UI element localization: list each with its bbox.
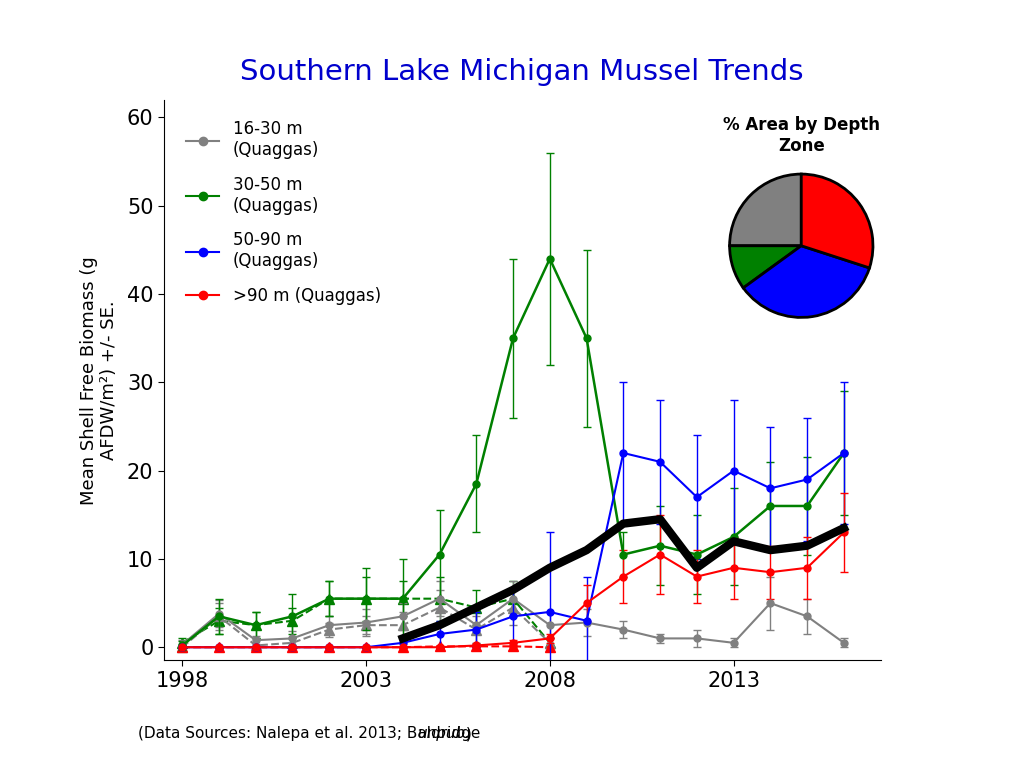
- Y-axis label: Mean Shell Free Biomass (g
AFDW/m²) +/- SE.: Mean Shell Free Biomass (g AFDW/m²) +/- …: [80, 256, 119, 505]
- Wedge shape: [729, 246, 801, 288]
- Wedge shape: [729, 174, 801, 246]
- Text: ): ): [466, 726, 472, 741]
- Title: Southern Lake Michigan Mussel Trends: Southern Lake Michigan Mussel Trends: [241, 58, 804, 86]
- Wedge shape: [801, 174, 872, 268]
- Wedge shape: [743, 246, 869, 317]
- Title: % Area by Depth
Zone: % Area by Depth Zone: [723, 116, 880, 154]
- Text: unpub.: unpub.: [417, 726, 470, 741]
- Legend: 16-30 m
(Quaggas), 30-50 m
(Quaggas), 50-90 m
(Quaggas), >90 m (Quaggas): 16-30 m (Quaggas), 30-50 m (Quaggas), 50…: [179, 114, 387, 312]
- Text: (Data Sources: Nalepa et al. 2013; Baldridge: (Data Sources: Nalepa et al. 2013; Baldr…: [138, 726, 485, 741]
